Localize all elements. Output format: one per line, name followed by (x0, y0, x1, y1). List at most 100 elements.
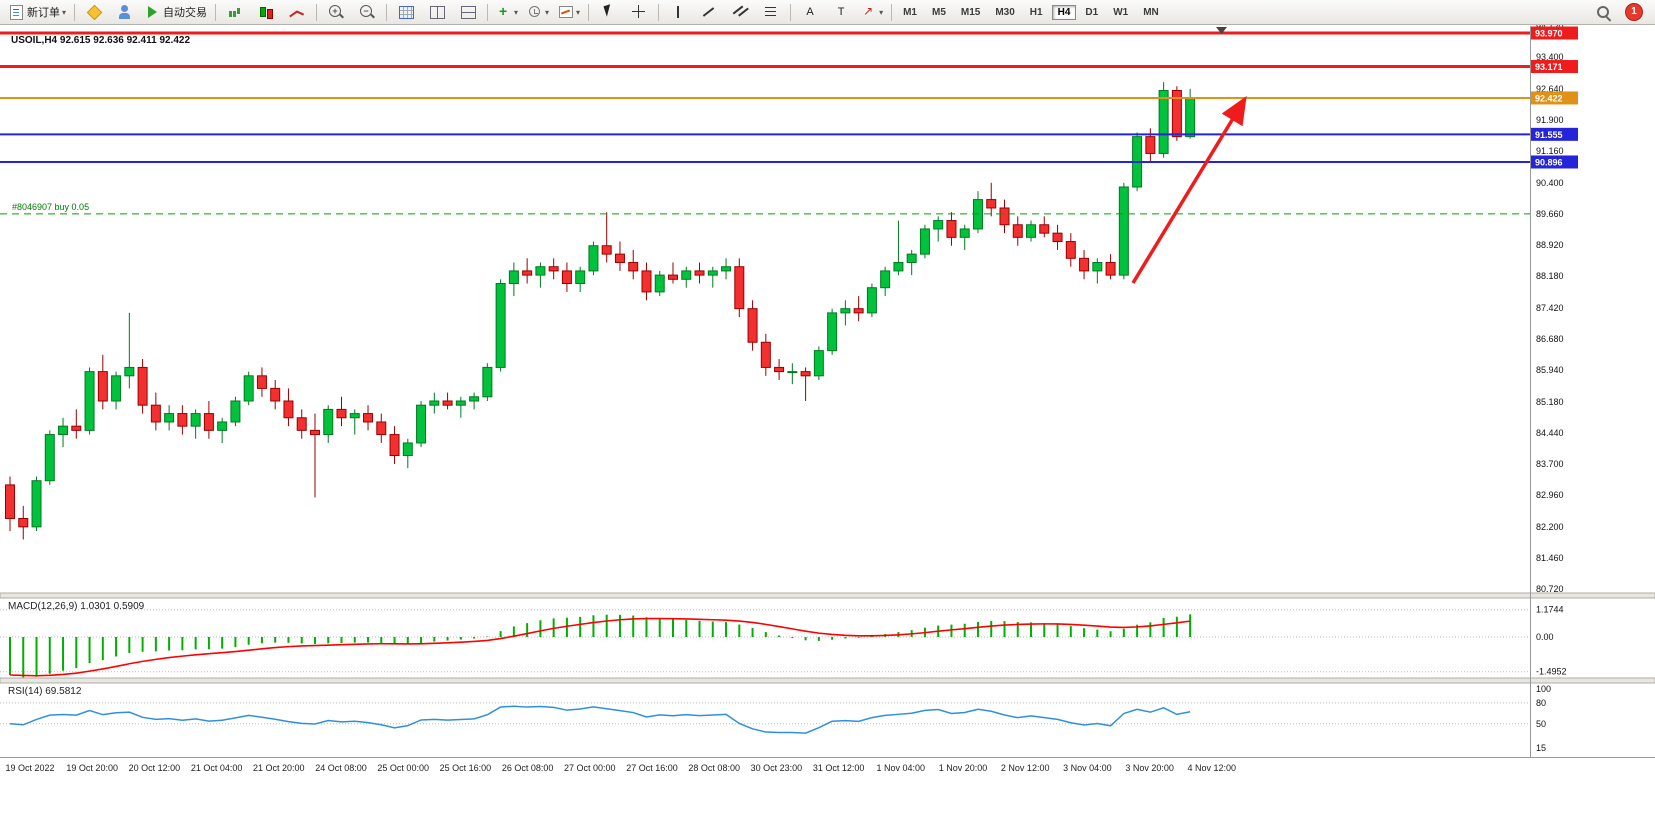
zoom-out-button[interactable] (352, 1, 382, 23)
horizontal-level-lines[interactable] (0, 31, 1530, 215)
new-order-button[interactable]: 新订单 ▾ (4, 1, 70, 23)
timeframe-mn[interactable]: MN (1143, 6, 1159, 18)
svg-text:93.970: 93.970 (1535, 29, 1563, 39)
tile-horizontal-button[interactable] (422, 1, 452, 23)
timeframe-d1[interactable]: D1 (1085, 6, 1099, 18)
tile-horizontal-icon (429, 5, 445, 19)
auto-scroll-button[interactable] (391, 1, 421, 23)
svg-text:-1.4952: -1.4952 (1536, 667, 1567, 677)
svg-text:93.400: 93.400 (1536, 52, 1564, 62)
timeframe-h1[interactable]: H1 (1029, 6, 1043, 18)
timeframe-m30[interactable]: M30 (995, 6, 1015, 18)
trendline-button[interactable] (694, 1, 724, 23)
svg-text:1 Nov 20:00: 1 Nov 20:00 (939, 763, 988, 773)
notifications-badge[interactable]: 1 (1625, 3, 1643, 21)
channel-button[interactable] (725, 1, 755, 23)
svg-text:28 Oct 08:00: 28 Oct 08:00 (688, 763, 740, 773)
timeframe-h4[interactable]: H4 (1051, 4, 1077, 20)
svg-text:0.00: 0.00 (1536, 632, 1554, 642)
svg-text:24 Oct 08:00: 24 Oct 08:00 (315, 763, 367, 773)
bar-chart-button[interactable] (220, 1, 250, 23)
line-chart-icon (289, 4, 305, 20)
cursor-icon (600, 4, 616, 20)
templates-button[interactable]: ▾ (554, 1, 584, 23)
metaeditor-button[interactable] (79, 1, 109, 23)
svg-text:19 Oct 2022: 19 Oct 2022 (5, 763, 54, 773)
toolbar-separator (658, 3, 660, 21)
svg-text:91.900: 91.900 (1536, 115, 1564, 125)
line-chart-button[interactable] (282, 1, 312, 23)
svg-text:3 Nov 20:00: 3 Nov 20:00 (1125, 763, 1174, 773)
svg-text:26 Oct 08:00: 26 Oct 08:00 (502, 763, 554, 773)
candlestick-chart-button[interactable] (251, 1, 281, 23)
panel-splitter[interactable] (0, 677, 1655, 684)
chart-title: USOIL,H4 92.615 92.636 92.411 92.422 (11, 35, 191, 46)
trend-arrow[interactable] (1131, 96, 1247, 284)
svg-text:91.555: 91.555 (1535, 130, 1563, 140)
text-label-button[interactable]: T (826, 1, 856, 23)
search-button[interactable] (1588, 1, 1618, 23)
crosshair-button[interactable] (624, 1, 654, 23)
zoom-in-button[interactable] (321, 1, 351, 23)
bar-chart-icon (227, 4, 243, 20)
clock-icon (527, 4, 543, 20)
text-tool-button-label: A (806, 6, 814, 18)
open-position-label[interactable]: #8046907 buy 0.05 (12, 202, 90, 212)
autotrading-button-label: 自动交易 (163, 7, 208, 19)
cursor-button[interactable] (593, 1, 623, 23)
text-tool-button[interactable]: A (795, 1, 825, 23)
autotrading-icon (145, 4, 161, 20)
svg-text:88.180: 88.180 (1536, 271, 1564, 281)
svg-text:80.720: 80.720 (1536, 584, 1564, 594)
tile-vertical-button[interactable] (453, 1, 483, 23)
time-axis[interactable] (0, 758, 1530, 780)
svg-text:30 Oct 23:00: 30 Oct 23:00 (751, 763, 803, 773)
arrows-tool-button[interactable]: ▾ (857, 1, 887, 23)
timeframe-m5[interactable]: M5 (931, 6, 946, 18)
grid-icon (398, 5, 414, 19)
svg-text:15: 15 (1536, 743, 1546, 753)
toolbar-separator (386, 3, 388, 21)
autotrading-button[interactable]: 自动交易 (141, 1, 211, 23)
macd-panel-plot: 1.1744 0.00 -1.4952 (0, 605, 1567, 678)
svg-text:91.160: 91.160 (1536, 146, 1564, 156)
svg-text:1.1744: 1.1744 (1536, 605, 1564, 615)
svg-text:20 Oct 12:00: 20 Oct 12:00 (129, 763, 181, 773)
toolbar-separator (588, 3, 590, 21)
periods-button[interactable]: ▾ (523, 1, 553, 23)
timeframe-w1[interactable]: W1 (1113, 6, 1129, 18)
profile-icon (117, 4, 133, 20)
toolbar-separator (316, 3, 318, 21)
vertical-line-button[interactable] (663, 1, 693, 23)
svg-text:84.440: 84.440 (1536, 428, 1564, 438)
indicators-button[interactable]: ▾ (492, 1, 522, 23)
toolbar-separator (487, 3, 489, 21)
crosshair-icon (631, 4, 647, 20)
svg-text:21 Oct 04:00: 21 Oct 04:00 (191, 763, 243, 773)
channel-icon (732, 4, 748, 20)
svg-text:19 Oct 20:00: 19 Oct 20:00 (66, 763, 118, 773)
caret-down-icon: ▾ (545, 7, 550, 17)
svg-text:92.422: 92.422 (1535, 93, 1563, 103)
price-axis[interactable] (1530, 26, 1655, 757)
vertical-line-icon (670, 4, 686, 20)
svg-text:90.896: 90.896 (1535, 157, 1563, 167)
timeframe-m15[interactable]: M15 (960, 6, 981, 18)
profile-button[interactable] (110, 1, 140, 23)
new-order-icon (10, 4, 23, 20)
caret-down-icon: ▾ (62, 7, 67, 17)
svg-text:100: 100 (1536, 684, 1551, 694)
svg-text:93.171: 93.171 (1535, 62, 1563, 72)
panel-splitter[interactable] (0, 592, 1655, 599)
svg-text:82.200: 82.200 (1536, 522, 1564, 532)
chart-shift-marker[interactable] (1216, 27, 1227, 34)
fibonacci-button[interactable] (756, 1, 786, 23)
price-badges: 93.970 93.171 92.422 91.555 90.896 (1531, 26, 1578, 169)
timeframe-m1[interactable]: M1 (903, 6, 917, 18)
svg-text:2 Nov 12:00: 2 Nov 12:00 (1001, 763, 1050, 773)
svg-text:83.700: 83.700 (1536, 459, 1564, 469)
caret-down-icon: ▾ (576, 7, 581, 17)
